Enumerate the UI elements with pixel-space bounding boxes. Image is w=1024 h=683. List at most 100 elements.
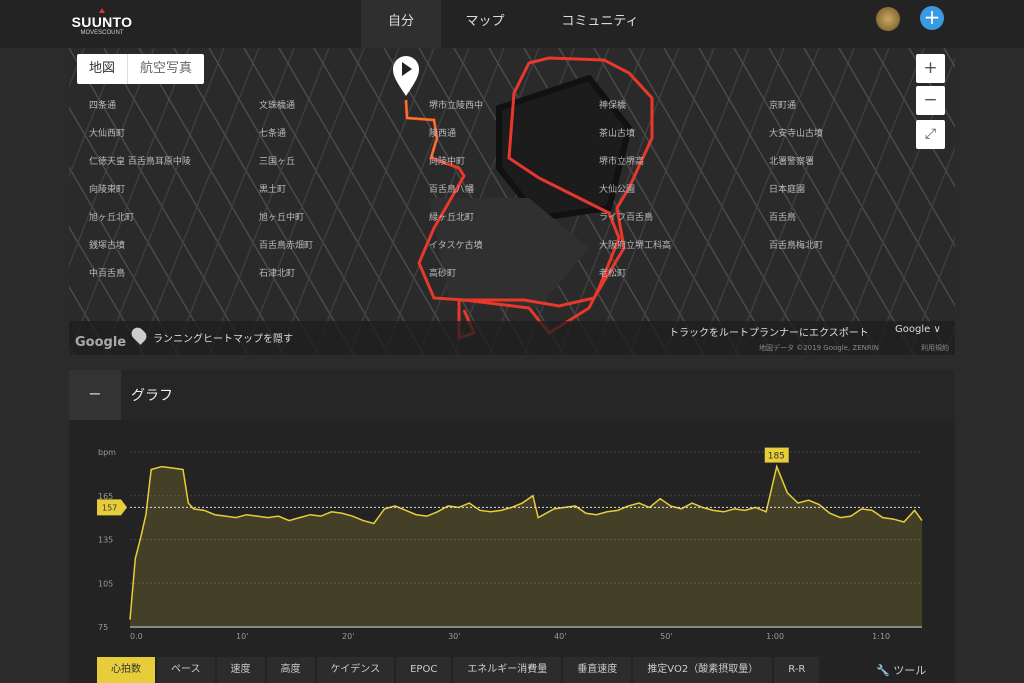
heart-rate-chart: bpm 75 105 135 165 0.0 10' 20' 30' 40' 50' 1:00 1:10… <box>97 447 923 641</box>
map-type-satellite[interactable]: 航空写真 <box>127 54 204 84</box>
top-bar: SUUNTO MOVESCOUNT 自分 マップ コミュニティ + <box>0 0 1024 48</box>
map-label: 日本庭園 <box>769 183 805 195</box>
graph-tab[interactable]: ペース <box>157 657 215 683</box>
map-label: 緑ヶ丘北町 <box>429 211 474 223</box>
x-tick-label: 30' <box>448 632 460 641</box>
map-type-control: 地図 航空写真 <box>77 54 205 84</box>
plus-icon[interactable]: + <box>920 6 944 30</box>
heatmap-pin-icon <box>129 325 149 345</box>
heart-rate-graph[interactable]: bpm 75 105 135 165 0.0 10' 20' 30' 40' 50' 1:00 1:10… <box>69 420 955 683</box>
map-label: 茶山古墳 <box>599 127 635 139</box>
y-tick-label: 165 <box>98 492 113 501</box>
graph-tab[interactable]: 推定VO2（酸素摂取量） <box>633 657 773 683</box>
hr-area <box>130 466 922 627</box>
average-value: 157 <box>102 503 117 512</box>
graph-tab[interactable]: エネルギー消費量 <box>453 657 562 683</box>
graph-header: − グラフ <box>69 370 955 420</box>
zoom-out-button[interactable]: − <box>916 86 945 115</box>
map-label: 大安寺山古墳 <box>769 127 823 139</box>
map-label: イタスケ古墳 <box>429 239 483 251</box>
average-badge <box>97 499 127 516</box>
heatmap-toggle[interactable]: ランニングヒートマップを隠す <box>153 334 293 345</box>
start-marker <box>393 56 419 96</box>
google-menu[interactable]: Google ∨ <box>895 324 941 335</box>
fullscreen-button[interactable]: ⤢ <box>916 120 945 149</box>
map-label: 陵西通 <box>429 128 456 139</box>
y-axis-label: bpm <box>98 448 116 457</box>
nav-community[interactable]: コミュニティ <box>561 14 639 29</box>
graph-tab[interactable]: 高度 <box>266 657 315 683</box>
map-label: 百舌鳥 <box>769 211 796 223</box>
map-label: 文珠橋通 <box>259 99 295 111</box>
map-label: 四条通 <box>89 99 116 111</box>
map-label: 中百舌鳥 <box>89 267 125 279</box>
map-label: 仁徳天皇 百舌鳥耳原中陵 <box>89 155 191 167</box>
map-attribution: 地図データ ©2019 Google, ZENRIN <box>759 344 880 352</box>
x-tick-label: 0.0 <box>130 632 143 641</box>
zoom-in-button[interactable]: + <box>916 54 945 83</box>
collapse-button[interactable]: − <box>69 370 121 420</box>
graph-tab[interactable]: R-R <box>774 657 820 683</box>
map-label: 高砂町 <box>429 267 456 279</box>
avatar[interactable] <box>876 7 900 31</box>
map-label: 北署警察署 <box>769 155 814 167</box>
map-label: 旭ヶ丘北町 <box>89 211 134 223</box>
map-label: 向陵東町 <box>89 183 125 195</box>
y-tick-label: 135 <box>98 536 113 545</box>
graph-tab[interactable]: EPOC <box>396 657 452 683</box>
graph-tabs: 心拍数 ペース 速度 高度 ケイデンス EPOC エネルギー消費量 垂直速度 推定VO2（酸素摂… <box>97 657 820 683</box>
max-value: 185 <box>768 452 785 462</box>
y-tick-label: 75 <box>98 623 108 632</box>
map-label: 堺市立陵西中 <box>429 99 483 111</box>
map-label: 大仙西町 <box>89 127 125 139</box>
map-label: 三国ヶ丘 <box>259 156 295 167</box>
map-footer: Google ランニングヒートマップを隠す トラックをルートプランナーにエクスポ… <box>69 321 955 355</box>
x-tick-label: 1:10 <box>872 632 890 641</box>
map-label: 大仙公園 <box>599 183 635 195</box>
hr-line <box>129 464 923 620</box>
map-label: 大阪府立堺工科高 <box>599 239 671 251</box>
x-tick-label: 1:00 <box>766 632 784 641</box>
nav-self[interactable]: 自分 <box>361 0 441 48</box>
map-label: ライフ百舌鳥 <box>599 211 653 223</box>
graph-tab[interactable]: 心拍数 <box>97 657 155 683</box>
nav-map[interactable]: マップ <box>465 14 505 29</box>
graph-title: グラフ <box>131 388 173 404</box>
graph-tab[interactable]: 速度 <box>216 657 265 683</box>
tools-button[interactable]: 🔧 ツール <box>876 662 926 678</box>
graph-tab[interactable]: 垂直速度 <box>563 657 632 683</box>
route-line <box>404 56 654 341</box>
map-label: 老松町 <box>599 267 626 279</box>
y-tick-label: 105 <box>98 579 113 588</box>
x-tick-label: 40' <box>554 632 566 641</box>
graph-tab[interactable]: ケイデンス <box>316 657 395 683</box>
wrench-icon: 🔧 <box>876 664 890 677</box>
google-logo: Google <box>75 335 127 350</box>
kofun-mound <box>496 74 633 222</box>
map-label: 七条通 <box>259 127 286 139</box>
map-label: 京町通 <box>769 99 796 111</box>
export-route-link[interactable]: トラックをルートプランナーにエクスポート <box>669 328 869 339</box>
map-label: 神保橋 <box>599 99 626 111</box>
map-label: 銭塚古墳 <box>89 239 125 251</box>
x-tick-label: 50' <box>660 632 672 641</box>
x-tick-label: 10' <box>236 632 248 641</box>
route-start-segment <box>405 99 439 159</box>
map-label: 石津北町 <box>259 268 295 279</box>
route-map[interactable]: 四条通 文珠橋通 堺市立陵西中 神保橋 京町通大仙西町 七条通 陵西通 茶山古墳 大安寺山古墳仁… <box>69 48 955 355</box>
terms-link[interactable]: 利用規約 <box>921 344 949 352</box>
map-type-road[interactable]: 地図 <box>89 61 116 76</box>
map-label: 百舌鳥八幡 <box>429 183 474 195</box>
x-tick-label: 20' <box>342 632 354 641</box>
suunto-logo[interactable]: SUUNTO MOVESCOUNT <box>70 8 134 36</box>
map-label: 旭ヶ丘中町 <box>259 211 304 223</box>
max-badge <box>764 447 789 463</box>
map-label: 向陵中町 <box>429 155 465 167</box>
map-label: 黒土町 <box>259 183 286 195</box>
tools-label: ツール <box>893 664 927 677</box>
map-label: 百舌鳥赤畑町 <box>259 239 313 251</box>
map-label: 百舌鳥梅北町 <box>769 239 823 251</box>
map-label: 堺市立堺高 <box>599 155 644 167</box>
park-area <box>429 198 589 308</box>
